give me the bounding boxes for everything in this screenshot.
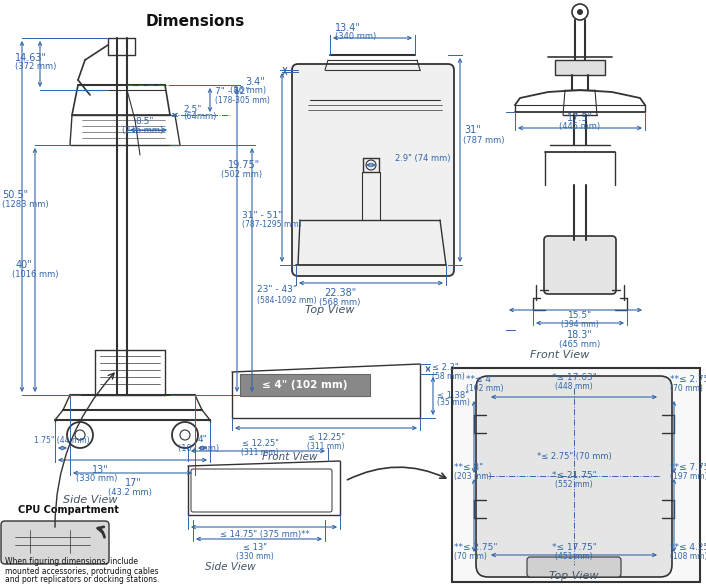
Text: 14.63": 14.63"	[15, 53, 47, 63]
Text: (102 mm): (102 mm)	[466, 384, 503, 394]
Text: **≤ 7.75": **≤ 7.75"	[670, 464, 706, 472]
Text: *≤ 17.63": *≤ 17.63"	[551, 373, 597, 383]
Text: ≤ 2.3": ≤ 2.3"	[432, 363, 459, 373]
Text: 2.5": 2.5"	[183, 104, 201, 114]
Text: (465 mm): (465 mm)	[559, 339, 601, 349]
Text: Dimensions: Dimensions	[145, 15, 244, 29]
Text: *≤ 21.75": *≤ 21.75"	[551, 472, 597, 481]
Text: (448 mm): (448 mm)	[555, 383, 593, 391]
Text: 18.3": 18.3"	[567, 330, 593, 340]
Text: (311 mm): (311 mm)	[241, 448, 279, 458]
Text: and port replicators or docking stations.: and port replicators or docking stations…	[5, 575, 160, 584]
Text: (787-1295 mm): (787-1295 mm)	[242, 220, 301, 230]
Text: 4": 4"	[197, 435, 207, 445]
FancyBboxPatch shape	[527, 557, 621, 577]
Text: **≤ 4": **≤ 4"	[466, 376, 495, 384]
Text: 17.5": 17.5"	[567, 113, 593, 123]
Text: (197 mm): (197 mm)	[670, 472, 706, 482]
Text: Front View: Front View	[262, 452, 318, 462]
FancyBboxPatch shape	[476, 376, 672, 577]
Text: (394 mm): (394 mm)	[561, 319, 599, 329]
Text: Top View: Top View	[549, 571, 599, 581]
Text: (64mm): (64mm)	[183, 113, 216, 121]
Text: ≤ 1.38": ≤ 1.38"	[437, 390, 469, 400]
Text: (102 mm): (102 mm)	[179, 445, 220, 454]
Text: 17": 17"	[124, 478, 141, 488]
Text: **≤ 4.25": **≤ 4.25"	[670, 543, 706, 553]
Text: (70 mm): (70 mm)	[454, 553, 487, 561]
Text: **≤ 2.75": **≤ 2.75"	[670, 376, 706, 384]
Text: ≤ 12.25": ≤ 12.25"	[241, 440, 278, 448]
Text: 1.75" (44 mm): 1.75" (44 mm)	[34, 435, 90, 445]
Text: (86 mm): (86 mm)	[230, 87, 266, 96]
Text: Top View: Top View	[305, 305, 354, 315]
Text: (311 mm): (311 mm)	[307, 442, 345, 451]
Text: (584-1092 mm): (584-1092 mm)	[257, 295, 316, 305]
Text: (1016 mm): (1016 mm)	[12, 271, 59, 280]
Text: 8.5": 8.5"	[136, 118, 154, 127]
Text: (330 mm): (330 mm)	[76, 475, 118, 483]
Text: (552 mm): (552 mm)	[555, 481, 593, 489]
Text: (330 mm): (330 mm)	[236, 551, 274, 560]
Text: (203 mm): (203 mm)	[454, 472, 491, 482]
Text: CPU Compartment: CPU Compartment	[18, 505, 119, 515]
Text: When figuring dimensions, include: When figuring dimensions, include	[5, 557, 138, 567]
Text: (372 mm): (372 mm)	[15, 63, 56, 71]
Text: Side View: Side View	[205, 562, 256, 572]
Text: ≤ 13": ≤ 13"	[243, 543, 267, 551]
Text: **≤ 2.75": **≤ 2.75"	[454, 543, 498, 553]
Text: 7" - 12": 7" - 12"	[215, 87, 249, 97]
Text: (502 mm): (502 mm)	[221, 169, 262, 179]
Circle shape	[577, 9, 583, 15]
Text: (108 mm): (108 mm)	[670, 553, 706, 561]
Text: (787 mm): (787 mm)	[463, 135, 505, 145]
Text: *≤ 17.75": *≤ 17.75"	[551, 543, 597, 553]
Text: 13.4": 13.4"	[335, 23, 361, 33]
Text: (1283 mm): (1283 mm)	[2, 200, 49, 210]
Text: 50.5": 50.5"	[2, 190, 28, 200]
Text: (216 mm): (216 mm)	[122, 127, 164, 135]
Text: (35 mm): (35 mm)	[437, 398, 470, 407]
Text: (568 mm): (568 mm)	[319, 298, 361, 306]
Text: (445 mm): (445 mm)	[559, 122, 601, 131]
Text: 22.38": 22.38"	[324, 288, 356, 298]
Text: 31": 31"	[464, 125, 481, 135]
FancyBboxPatch shape	[292, 64, 454, 276]
Text: (451 mm): (451 mm)	[555, 553, 593, 561]
Text: Front View: Front View	[530, 350, 590, 360]
Text: ≤ 14.75" (375 mm)**: ≤ 14.75" (375 mm)**	[220, 530, 310, 540]
Text: 15.5": 15.5"	[568, 311, 592, 319]
Text: Side View: Side View	[63, 495, 117, 505]
FancyBboxPatch shape	[1, 521, 109, 564]
Bar	[555, 60, 605, 75]
Text: 19.75": 19.75"	[228, 160, 260, 170]
Text: *≤ 2.75" (70 mm): *≤ 2.75" (70 mm)	[537, 451, 611, 461]
Text: (178-305 mm): (178-305 mm)	[215, 97, 270, 105]
Text: 23" - 43": 23" - 43"	[257, 285, 297, 295]
Text: (70 mm): (70 mm)	[670, 384, 703, 394]
Text: (340 mm): (340 mm)	[335, 32, 376, 42]
Text: (58 mm): (58 mm)	[432, 373, 465, 381]
Text: 40": 40"	[16, 260, 32, 270]
Text: 13": 13"	[92, 465, 109, 475]
Text: ≤ 4" (102 mm): ≤ 4" (102 mm)	[262, 380, 348, 390]
Text: 31" - 51": 31" - 51"	[242, 210, 282, 220]
Text: (43.2 mm): (43.2 mm)	[108, 488, 152, 496]
FancyBboxPatch shape	[544, 236, 616, 294]
Text: mounted accessories, protruding cables: mounted accessories, protruding cables	[5, 567, 159, 575]
Text: **≤ 8": **≤ 8"	[454, 464, 483, 472]
Text: 3.4": 3.4"	[245, 77, 265, 87]
Text: ≤ 12.25": ≤ 12.25"	[308, 434, 345, 442]
Bar	[452, 368, 700, 582]
Text: 2.9" (74 mm): 2.9" (74 mm)	[395, 154, 450, 162]
Bar	[240, 374, 370, 396]
